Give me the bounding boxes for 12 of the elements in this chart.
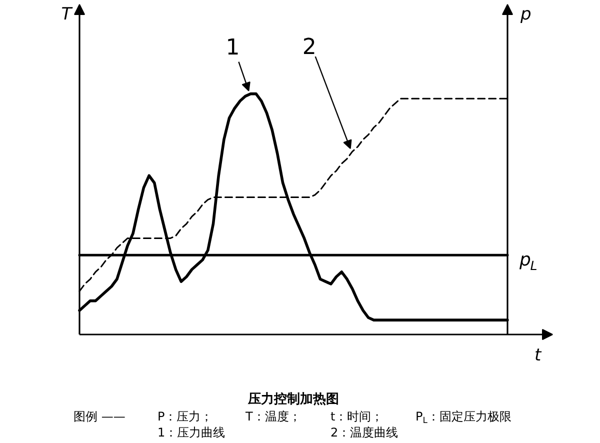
text: T：温度；: [244, 410, 301, 424]
text: t：时间；: [330, 410, 384, 424]
text: 图例 ——: [74, 410, 126, 424]
y-axis-title: T: [61, 4, 74, 24]
y2-axis-title: p: [520, 4, 532, 24]
text: P：压力；: [158, 410, 213, 424]
text: 2：温度曲线: [330, 426, 398, 440]
text: 1：压力曲线: [158, 426, 226, 440]
x-axis-title: t: [534, 346, 542, 366]
text: 2: [302, 35, 316, 60]
text: 压力控制加热图: [247, 392, 339, 407]
series-label: 1: [226, 35, 240, 60]
